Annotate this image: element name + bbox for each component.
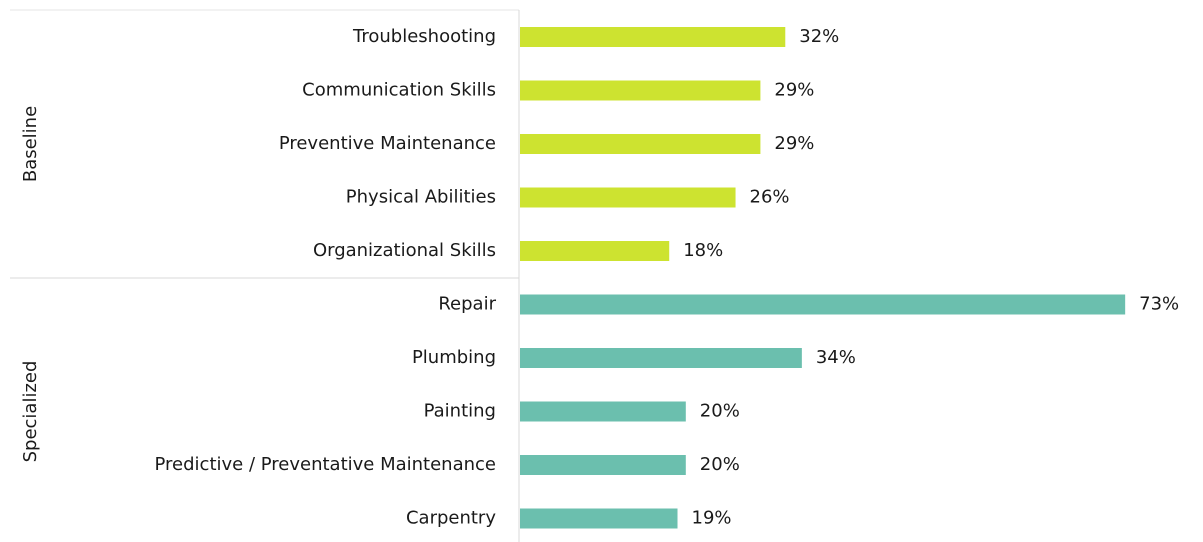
value-label: 73% bbox=[1139, 294, 1179, 315]
category-label: Communication Skills bbox=[302, 80, 496, 101]
value-label: 20% bbox=[700, 454, 740, 475]
bar bbox=[520, 348, 802, 368]
value-label: 29% bbox=[774, 133, 814, 154]
group-label: Specialized bbox=[20, 361, 41, 463]
category-label: Repair bbox=[438, 294, 496, 315]
bar bbox=[520, 401, 686, 422]
category-label: Painting bbox=[424, 401, 496, 422]
bar bbox=[520, 455, 686, 475]
category-label: Predictive / Preventative Maintenance bbox=[155, 454, 497, 475]
category-label: Carpentry bbox=[406, 508, 496, 529]
bar bbox=[520, 80, 761, 101]
value-label: 19% bbox=[692, 508, 732, 529]
bar bbox=[520, 187, 736, 208]
value-label: 29% bbox=[774, 80, 814, 101]
bar bbox=[520, 241, 670, 261]
bar bbox=[520, 508, 678, 529]
category-label: Preventive Maintenance bbox=[279, 133, 496, 154]
value-label: 32% bbox=[799, 26, 839, 47]
value-label: 26% bbox=[750, 187, 790, 208]
bar bbox=[520, 27, 786, 47]
value-label: 18% bbox=[683, 240, 723, 261]
value-label: 20% bbox=[700, 401, 740, 422]
group-label: Baseline bbox=[20, 106, 41, 182]
category-label: Physical Abilities bbox=[346, 187, 496, 208]
bar bbox=[520, 294, 1126, 315]
category-label: Troubleshooting bbox=[352, 26, 496, 47]
category-label: Organizational Skills bbox=[313, 240, 496, 261]
category-label: Plumbing bbox=[412, 347, 496, 368]
value-label: 34% bbox=[816, 347, 856, 368]
bar bbox=[520, 134, 761, 154]
